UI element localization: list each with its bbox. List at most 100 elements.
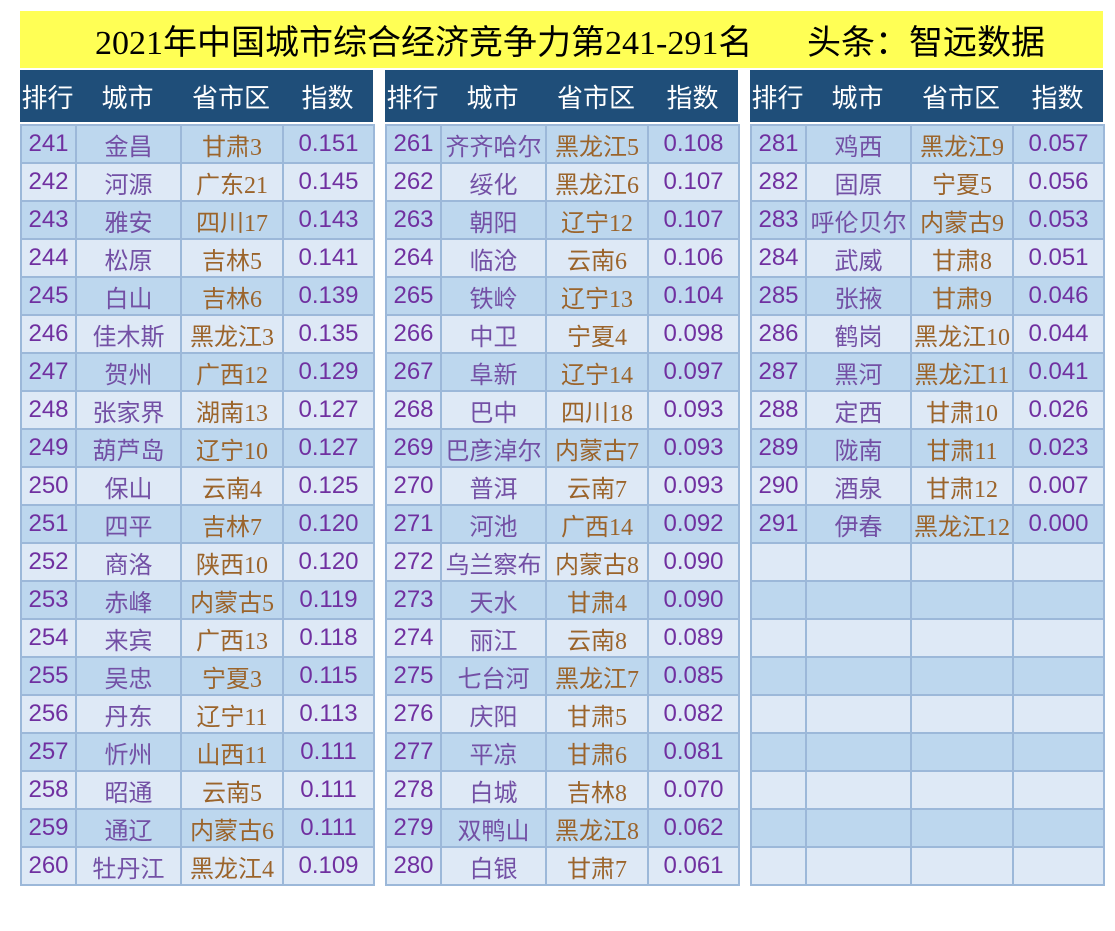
index-cell: 0.023	[1012, 428, 1105, 468]
city-cell: 张掖	[805, 276, 912, 316]
table-row: 270 普洱 云南7 0.093	[385, 466, 740, 506]
table-row: 291 伊春 黑龙江12 0.000	[750, 504, 1105, 544]
province-cell: 甘肃8	[910, 238, 1014, 278]
province-cell: 陕西10	[180, 542, 284, 582]
table-row: 267 阜新 辽宁14 0.097	[385, 352, 740, 392]
index-cell: 0.145	[282, 162, 375, 202]
rank-cell: 264	[385, 238, 442, 278]
table-header: 排行 城市 省市区 指数	[20, 70, 373, 122]
table-row: 284 武威 甘肃8 0.051	[750, 238, 1105, 278]
rank-cell: 254	[20, 618, 77, 658]
city-cell: 武威	[805, 238, 912, 278]
column-header-city: 城市	[101, 83, 154, 113]
index-cell: 0.093	[647, 390, 740, 430]
index-cell	[1012, 808, 1105, 848]
city-cell: 通辽	[75, 808, 182, 848]
city-cell: 松原	[75, 238, 182, 278]
province-cell: 甘肃3	[180, 124, 284, 164]
index-cell: 0.090	[647, 580, 740, 620]
city-cell: 葫芦岛	[75, 428, 182, 468]
index-cell: 0.070	[647, 770, 740, 810]
province-cell: 甘肃9	[910, 276, 1014, 316]
province-cell: 吉林8	[545, 770, 649, 810]
table-row: 246 佳木斯 黑龙江3 0.135	[20, 314, 375, 354]
rank-cell	[750, 618, 807, 658]
province-cell: 黑龙江7	[545, 656, 649, 696]
city-cell: 昭通	[75, 770, 182, 810]
table-row: 252 商洛 陕西10 0.120	[20, 542, 375, 582]
city-cell	[805, 808, 912, 848]
province-cell: 湖南13	[180, 390, 284, 430]
index-cell: 0.093	[647, 428, 740, 468]
province-cell: 黑龙江9	[910, 124, 1014, 164]
index-cell: 0.143	[282, 200, 375, 240]
province-cell: 甘肃5	[545, 694, 649, 734]
province-cell: 黑龙江8	[545, 808, 649, 848]
rank-cell	[750, 846, 807, 886]
province-cell: 四川18	[545, 390, 649, 430]
table-row: 275 七台河 黑龙江7 0.085	[385, 656, 740, 696]
province-cell: 辽宁11	[180, 694, 284, 734]
province-cell: 宁夏5	[910, 162, 1014, 202]
city-cell: 雅安	[75, 200, 182, 240]
index-cell: 0.111	[282, 808, 375, 848]
index-cell: 0.111	[282, 770, 375, 810]
rank-cell: 263	[385, 200, 442, 240]
index-cell: 0.053	[1012, 200, 1105, 240]
index-cell: 0.129	[282, 352, 375, 392]
table-row	[750, 770, 1105, 810]
table-row: 263 朝阳 辽宁12 0.107	[385, 200, 740, 240]
index-cell: 0.000	[1012, 504, 1105, 544]
province-cell: 黑龙江6	[545, 162, 649, 202]
city-cell: 来宾	[75, 618, 182, 658]
index-cell: 0.026	[1012, 390, 1105, 430]
province-cell: 辽宁13	[545, 276, 649, 316]
index-cell: 0.120	[282, 542, 375, 582]
city-cell	[805, 618, 912, 658]
rank-cell: 265	[385, 276, 442, 316]
province-cell	[910, 770, 1014, 810]
table-row: 278 白城 吉林8 0.070	[385, 770, 740, 810]
province-cell: 广西12	[180, 352, 284, 392]
province-cell: 甘肃12	[910, 466, 1014, 506]
table-row: 272 乌兰察布 内蒙古8 0.090	[385, 542, 740, 582]
index-cell: 0.085	[647, 656, 740, 696]
ranking-table: 281 鸡西 黑龙江9 0.057 282 固原 宁夏5 0.056 283 呼伦贝尔 内蒙古9 0.…	[750, 124, 1105, 886]
rank-cell	[750, 732, 807, 772]
table-row: 249 葫芦岛 辽宁10 0.127	[20, 428, 375, 468]
city-cell	[805, 542, 912, 582]
city-cell: 天水	[440, 580, 547, 620]
index-cell: 0.051	[1012, 238, 1105, 278]
index-cell: 0.089	[647, 618, 740, 658]
table-row	[750, 694, 1105, 734]
index-cell: 0.056	[1012, 162, 1105, 202]
rank-cell: 248	[20, 390, 77, 430]
province-cell: 内蒙古7	[545, 428, 649, 468]
column-header-province: 省市区	[191, 83, 270, 113]
rank-cell: 256	[20, 694, 77, 734]
rank-cell: 252	[20, 542, 77, 582]
city-cell: 固原	[805, 162, 912, 202]
index-cell	[1012, 618, 1105, 658]
city-cell	[805, 656, 912, 696]
rank-cell: 274	[385, 618, 442, 658]
index-cell: 0.115	[282, 656, 375, 696]
city-cell: 鹤岗	[805, 314, 912, 354]
province-cell: 内蒙古5	[180, 580, 284, 620]
index-cell: 0.061	[647, 846, 740, 886]
index-cell	[1012, 770, 1105, 810]
city-cell: 中卫	[440, 314, 547, 354]
table-row: 257 忻州 山西11 0.111	[20, 732, 375, 772]
province-cell: 云南6	[545, 238, 649, 278]
table-row: 247 贺州 广西12 0.129	[20, 352, 375, 392]
index-cell: 0.046	[1012, 276, 1105, 316]
city-cell: 四平	[75, 504, 182, 544]
rank-cell: 282	[750, 162, 807, 202]
rank-cell: 266	[385, 314, 442, 354]
table-row: 260 牡丹江 黑龙江4 0.109	[20, 846, 375, 886]
table-row: 266 中卫 宁夏4 0.098	[385, 314, 740, 354]
index-cell: 0.092	[647, 504, 740, 544]
title-bar: 2021年中国城市综合经济竞争力第241-291名 头条：智远数据	[20, 11, 1103, 68]
table-row	[750, 618, 1105, 658]
index-cell: 0.097	[647, 352, 740, 392]
